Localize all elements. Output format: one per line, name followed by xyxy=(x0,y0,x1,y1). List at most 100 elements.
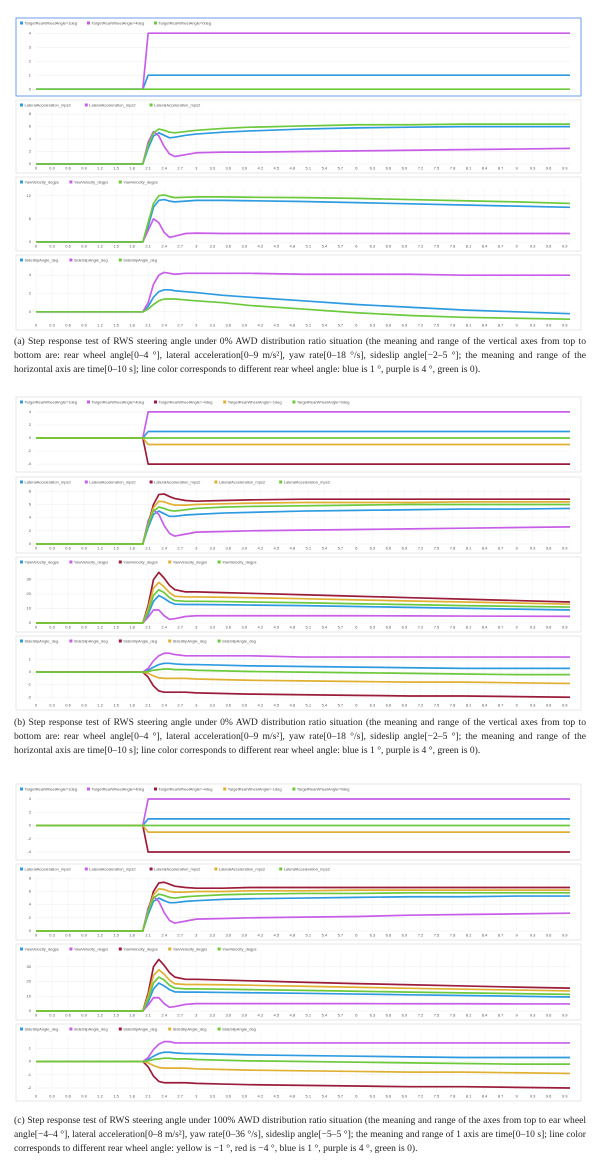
x-tick-label: 7.5 xyxy=(434,933,440,938)
series-line xyxy=(36,982,571,1012)
legend-label: TargetRearWheelAngle=-4deg xyxy=(159,399,213,404)
y-tick-label: 2 xyxy=(29,58,32,63)
series-line xyxy=(36,895,570,932)
x-tick-label: 7.8 xyxy=(450,166,456,171)
y-tick-label: 2 xyxy=(29,149,32,154)
legend-label: LateralAcceleration_mps2 xyxy=(25,866,72,871)
x-tick-label: 8.1 xyxy=(466,546,472,551)
x-tick-label: 0 xyxy=(35,166,38,171)
x-tick-label: 6.6 xyxy=(386,244,392,249)
series-line xyxy=(36,824,570,833)
legend-swatch xyxy=(217,639,221,643)
legend-label: LateralAcceleration_mps2 xyxy=(154,479,201,484)
y-tick-label: 0 xyxy=(29,620,32,625)
x-tick-label: 4.2 xyxy=(257,1013,263,1018)
x-tick-label: 4.5 xyxy=(274,166,280,171)
legend-label: YawVelocity_degps xyxy=(123,179,157,184)
legend-swatch xyxy=(223,400,227,404)
legend-swatch xyxy=(168,560,172,564)
x-tick-label: 1.5 xyxy=(113,625,119,630)
x-tick-label: 0.9 xyxy=(81,933,87,938)
x-tick-label: 4.5 xyxy=(274,703,280,708)
x-tick-label: 0.3 xyxy=(49,244,55,249)
x-tick-label: 9 xyxy=(515,323,518,328)
legend-label: TargetRearWheelAngle=1deg xyxy=(25,399,78,404)
legend-swatch xyxy=(214,480,218,484)
x-tick-label: 8.7 xyxy=(498,323,504,328)
y-tick-label: 6 xyxy=(29,889,32,894)
legend-swatch xyxy=(168,947,172,951)
series-line xyxy=(36,968,571,1012)
y-tick-label: 30 xyxy=(27,964,32,969)
legend-swatch xyxy=(20,180,23,184)
legend-label: TargetRearWheelAngle=0deg xyxy=(297,399,350,404)
legend-label: YawVelocity_degps xyxy=(74,179,108,184)
x-tick-label: 9.9 xyxy=(562,933,568,938)
x-tick-label: 3.9 xyxy=(241,625,247,630)
x-tick-label: 2.4 xyxy=(161,323,167,328)
x-tick-label: 4.8 xyxy=(290,244,296,249)
x-tick-label: 0 xyxy=(35,625,38,630)
y-tick-label: 0 xyxy=(29,239,32,244)
series-line xyxy=(36,411,570,439)
x-tick-label: 5.7 xyxy=(338,323,344,328)
y-tick-label: 0 xyxy=(29,86,32,91)
x-tick-label: 8.7 xyxy=(498,625,504,630)
legend-swatch xyxy=(20,103,23,107)
x-tick-label: 6 xyxy=(355,323,358,328)
legend-label: TargetRearWheelAngle=4deg xyxy=(92,786,145,791)
legend-swatch xyxy=(20,21,23,25)
x-tick-label: 7.2 xyxy=(418,244,424,249)
series-line xyxy=(36,298,571,321)
x-tick-label: 5.7 xyxy=(338,166,344,171)
y-tick-label: 0 xyxy=(29,823,32,828)
x-tick-label: 4.8 xyxy=(290,933,296,938)
x-tick-label: 8.7 xyxy=(498,1094,504,1099)
legend-swatch xyxy=(20,400,23,404)
x-tick-label: 2.4 xyxy=(161,703,167,708)
x-tick-label: 2.1 xyxy=(145,244,151,249)
x-tick-label: 2.7 xyxy=(177,625,183,630)
x-tick-label: 0.6 xyxy=(65,323,71,328)
y-tick-label: 3 xyxy=(29,44,32,49)
x-tick-label: 0.9 xyxy=(81,703,87,708)
legend-swatch xyxy=(20,947,23,951)
legend-swatch xyxy=(69,180,73,184)
x-tick-label: 6.3 xyxy=(370,625,376,630)
x-tick-label: 9.3 xyxy=(530,323,536,328)
legend-swatch xyxy=(292,787,296,791)
legend-label: TargetRearWheelAngle=-1deg xyxy=(228,399,282,404)
legend-label: SideSlipAngle_deg xyxy=(25,638,59,643)
x-tick-label: 8.4 xyxy=(482,166,488,171)
y-tick-label: 20 xyxy=(27,979,32,984)
legend-label: YawVelocity_degps xyxy=(173,946,207,951)
x-tick-label: 5.1 xyxy=(306,703,312,708)
x-tick-label: 6.9 xyxy=(402,625,408,630)
x-tick-label: 4.5 xyxy=(274,933,280,938)
legend-label: YawVelocity_degps xyxy=(25,179,59,184)
x-tick-label: 8.7 xyxy=(498,166,504,171)
x-tick-label: 7.8 xyxy=(450,546,456,551)
legend-swatch xyxy=(69,560,73,564)
x-tick-label: 8.1 xyxy=(466,625,472,630)
x-tick-label: 4.8 xyxy=(290,546,296,551)
x-tick-label: 2.7 xyxy=(177,703,183,708)
series-line xyxy=(36,891,570,932)
y-tick-label: 0 xyxy=(29,161,32,166)
legend-swatch xyxy=(20,787,23,791)
x-tick-label: 0.6 xyxy=(65,1094,71,1099)
series-line xyxy=(36,588,571,624)
legend-label: TargetRearWheelAngle=0deg xyxy=(159,20,212,25)
x-tick-label: 1.2 xyxy=(97,933,103,938)
y-tick-label: -2 xyxy=(27,1085,31,1090)
x-tick-label: 4.2 xyxy=(257,166,263,171)
x-tick-label: 5.1 xyxy=(306,546,312,551)
y-tick-label: 6 xyxy=(29,502,32,507)
x-tick-label: 5.7 xyxy=(338,703,344,708)
x-tick-label: 7.2 xyxy=(418,323,424,328)
x-tick-label: 4.5 xyxy=(274,546,280,551)
x-tick-label: 8.7 xyxy=(498,244,504,249)
legend-swatch xyxy=(20,1027,23,1031)
series-line xyxy=(36,271,570,313)
x-tick-label: 4.2 xyxy=(257,625,263,630)
